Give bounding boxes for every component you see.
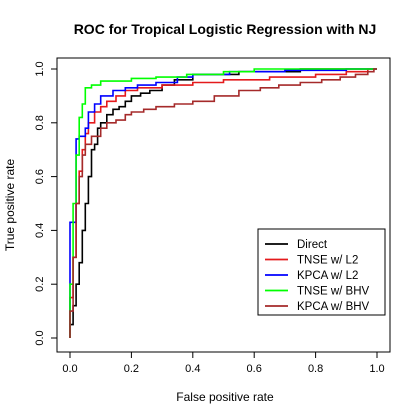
- x-tick-label: 0.6: [247, 363, 262, 375]
- legend-label-3: KPCA w/ L2: [297, 270, 358, 282]
- x-tick-label: 0.8: [308, 363, 323, 375]
- legend-label-4: TNSE w/ BHV: [297, 286, 370, 298]
- x-axis: 0.0 0.2 0.4 0.6 0.8 1.0: [62, 351, 385, 375]
- y-tick-label: 1.0: [34, 61, 46, 76]
- x-tick-label: 0.0: [62, 363, 77, 375]
- x-tick-label: 0.2: [124, 363, 139, 375]
- x-tick-label: 1.0: [369, 363, 384, 375]
- series-line-1: [69, 68, 377, 338]
- y-tick-label: 0.2: [34, 277, 46, 292]
- series-layer: [69, 68, 377, 338]
- y-axis-label: True positive rate: [3, 159, 17, 252]
- y-tick-label: 0.8: [34, 115, 46, 130]
- series-line-4: [69, 68, 377, 338]
- legend-label-2: TNSE w/ L2: [297, 255, 358, 267]
- x-axis-label: False positive rate: [176, 390, 274, 404]
- chart-title: ROC for Tropical Logistic Regression wit…: [74, 21, 377, 37]
- y-tick-label: 0.0: [34, 330, 46, 345]
- legend-label-1: Direct: [297, 239, 328, 251]
- legend-label-5: KPCA w/ BHV: [297, 301, 370, 313]
- series-line-5: [69, 68, 377, 338]
- y-tick-label: 0.4: [34, 223, 46, 238]
- legend: Direct TNSE w/ L2 KPCA w/ L2 TNSE w/ BHV KPC…: [257, 228, 386, 316]
- y-axis: 0.0 0.2 0.4 0.6 0.8 1.0: [34, 61, 58, 346]
- y-tick-label: 0.6: [34, 169, 46, 184]
- x-tick-label: 0.4: [185, 363, 200, 375]
